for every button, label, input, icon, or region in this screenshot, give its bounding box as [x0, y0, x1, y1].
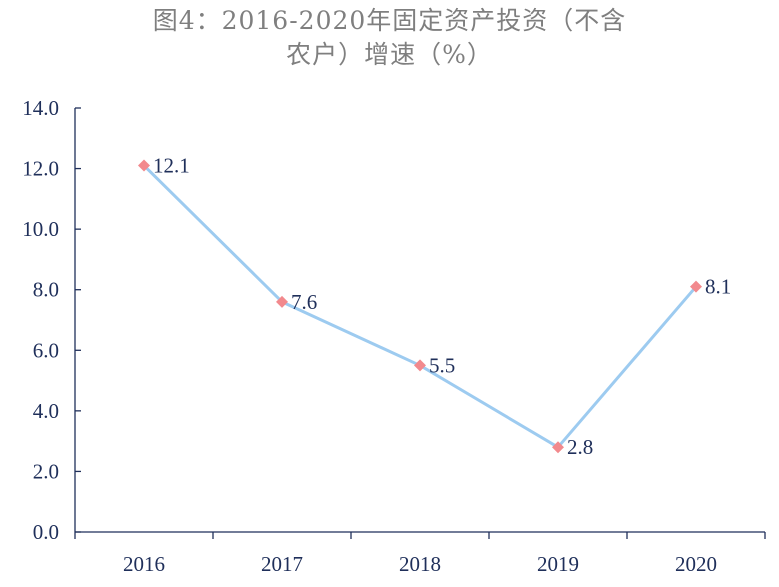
chart-data-labels: 12.1 7.6 5.5 2.8 8.1 — [153, 154, 731, 460]
data-point-marker — [414, 359, 426, 372]
chart-series — [138, 159, 702, 454]
y-tick-label: 14.0 — [22, 96, 59, 120]
data-point-marker — [690, 280, 702, 293]
data-point-marker — [276, 295, 288, 308]
y-tick-label: 2.0 — [33, 459, 59, 483]
data-label: 7.6 — [291, 290, 317, 314]
data-point-marker — [138, 159, 150, 172]
x-tick-label: 2019 — [537, 552, 579, 576]
data-label: 8.1 — [705, 275, 731, 299]
data-label: 2.8 — [567, 435, 593, 459]
y-tick-label: 10.0 — [22, 217, 59, 241]
chart-title-line-2: 农户）增速（%） — [286, 40, 493, 69]
x-tick-label: 2018 — [399, 552, 441, 576]
series-line — [142, 164, 698, 449]
chart-title: 图4：2016-2020年固定资产投资（不含 农户）增速（%） — [0, 4, 779, 72]
y-tick-label: 8.0 — [33, 278, 59, 302]
y-tick-label: 4.0 — [33, 399, 59, 423]
chart-axes: 0.0 2.0 4.0 6.0 8.0 10.0 12.0 14.0 2016 2017 2018 2… — [22, 96, 766, 576]
y-tick-label: 12.0 — [22, 157, 59, 181]
x-tick-label: 2017 — [261, 552, 303, 576]
data-label: 12.1 — [153, 154, 190, 178]
y-tick-label: 0.0 — [33, 520, 59, 544]
data-point-marker — [552, 441, 564, 454]
chart-title-line-1: 图4：2016-2020年固定资产投资（不含 — [152, 6, 627, 35]
x-tick-label: 2016 — [123, 552, 165, 576]
data-label: 5.5 — [429, 353, 455, 377]
x-tick-label: 2020 — [675, 552, 717, 576]
y-tick-label: 6.0 — [33, 338, 59, 362]
